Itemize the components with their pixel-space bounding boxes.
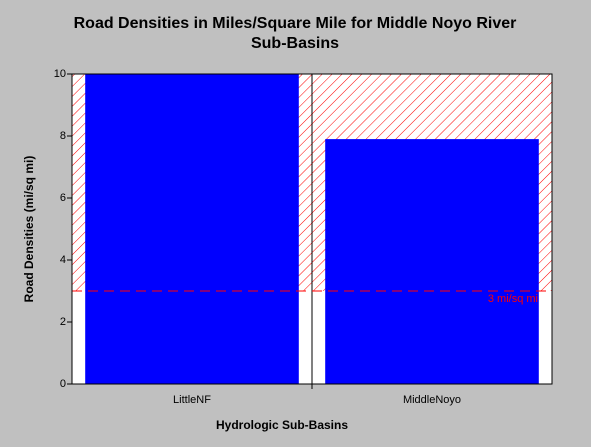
y-tick-label: 0 xyxy=(60,378,66,390)
y-tick-label: 2 xyxy=(60,316,66,328)
y-axis-title: Road Densities (mi/sq mi) xyxy=(22,156,36,303)
x-tick-label: MiddleNoyo xyxy=(403,394,461,406)
chart-title: Sub-Basins xyxy=(251,35,339,52)
y-tick-label: 6 xyxy=(60,192,66,204)
x-axis-title: Hydrologic Sub-Basins xyxy=(216,418,348,432)
x-tick-label: LittleNF xyxy=(173,394,211,406)
y-tick-label: 8 xyxy=(60,130,66,142)
y-tick-label: 4 xyxy=(60,254,66,266)
threshold-label: 3 mi/sq mi xyxy=(488,293,538,305)
y-tick-label: 10 xyxy=(54,68,66,80)
chart-title: Road Densities in Miles/Square Mile for … xyxy=(74,15,517,32)
bar xyxy=(325,139,539,384)
bar xyxy=(85,74,299,384)
